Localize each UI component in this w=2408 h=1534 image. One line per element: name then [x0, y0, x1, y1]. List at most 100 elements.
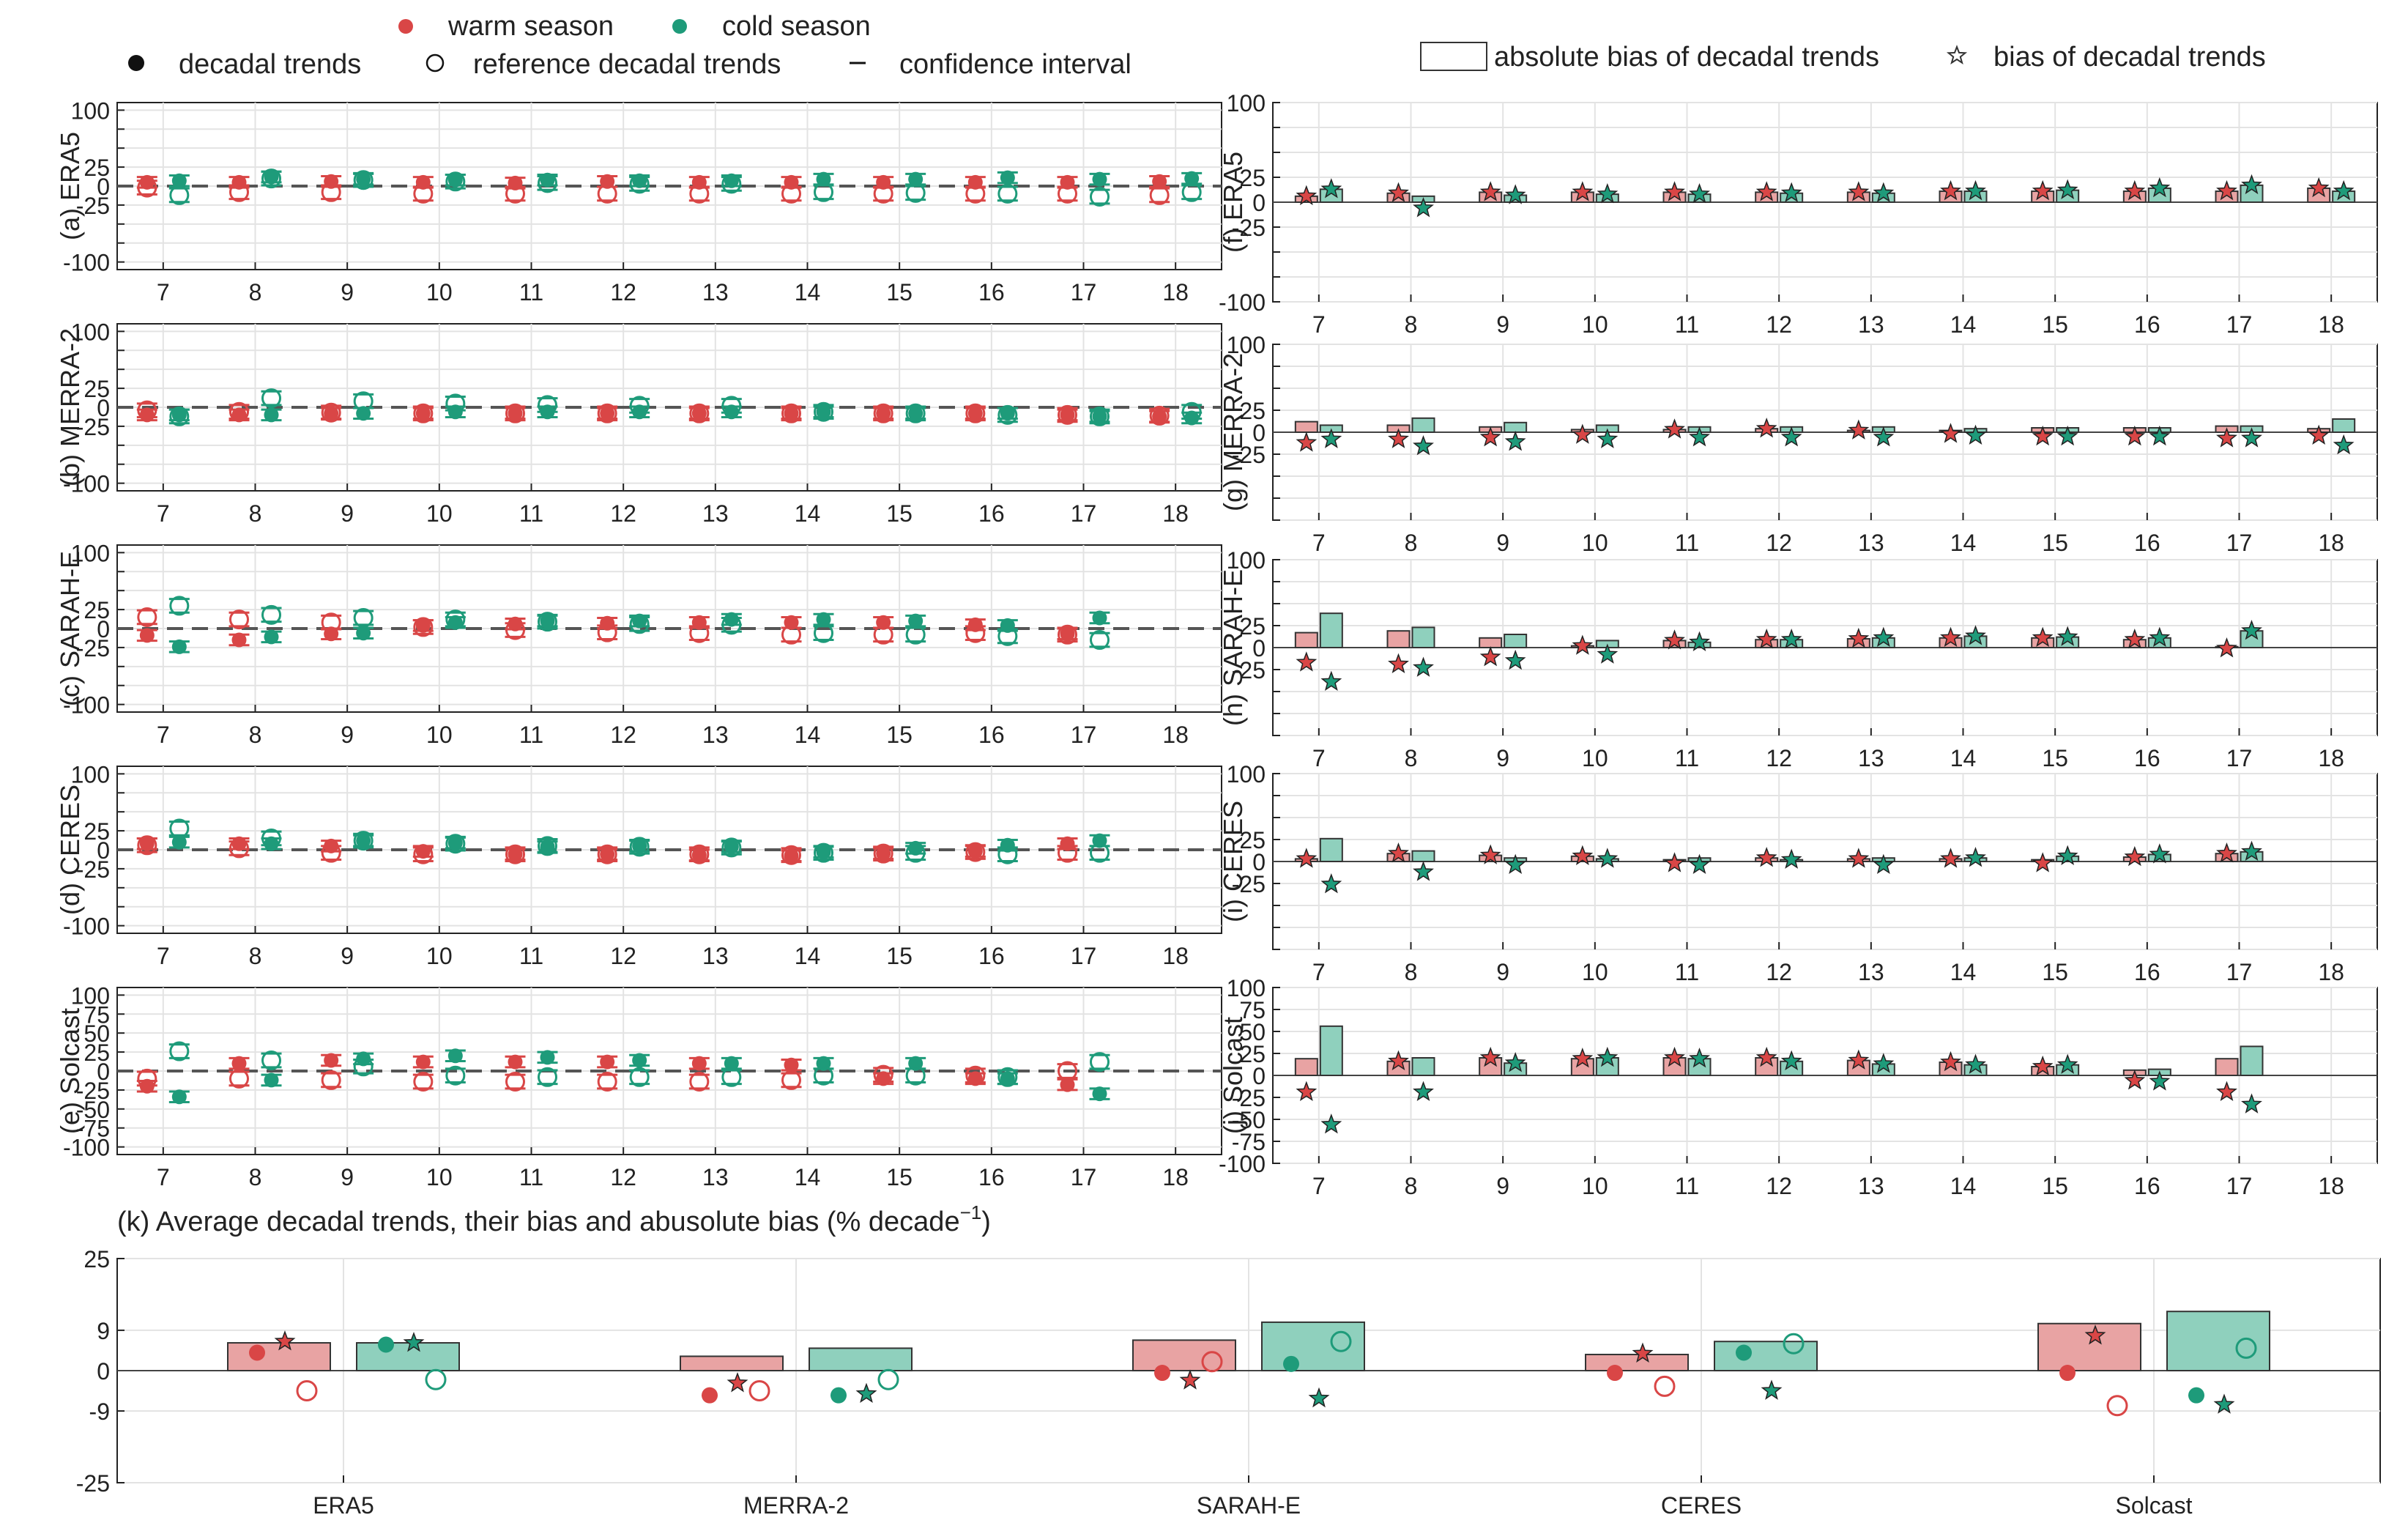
star-bias: [1388, 428, 1409, 448]
point-reference: [905, 842, 926, 863]
x-tick-label: 9: [341, 279, 354, 305]
point-trend: [356, 626, 371, 641]
bar-abs-bias: [1411, 417, 1435, 433]
point-reference: [505, 620, 525, 640]
point-trend: [967, 844, 983, 859]
star-bias: [2032, 852, 2054, 872]
star-bias: [1597, 1046, 1619, 1067]
bar-abs-bias: [1319, 837, 1343, 863]
point-trend: [724, 612, 739, 627]
point-reference: [445, 609, 466, 630]
x-tick-label: 13: [1858, 1173, 1884, 1199]
y-tick-label: 0: [1252, 635, 1266, 662]
star-bias: [2149, 626, 2171, 648]
bar-abs-bias: [1411, 1057, 1435, 1076]
bar-abs-bias: [1319, 612, 1343, 649]
point-trend: [908, 613, 924, 629]
point-reference: [597, 1072, 617, 1092]
point-trend: [632, 838, 647, 853]
point-reference: [965, 403, 986, 423]
point-reference: [229, 182, 249, 202]
point-trend: [324, 174, 339, 189]
y-tick-label: -75: [1232, 1129, 1266, 1155]
star-bias: [2032, 425, 2054, 446]
x-tick-label: 15: [886, 279, 913, 305]
star-bias: [1848, 627, 1870, 648]
star-bias: [2149, 843, 2171, 864]
x-tick-label: Solcast: [2116, 1492, 2193, 1519]
y-tick-label: 0: [97, 395, 110, 421]
x-tick-label: 13: [1858, 959, 1884, 985]
x-tick-label: 13: [702, 722, 729, 748]
x-tick-label: 10: [426, 500, 453, 527]
star-bias: [1965, 179, 1986, 201]
x-tick-label: 10: [426, 943, 453, 969]
x-tick-label: 13: [1858, 745, 1884, 771]
point-trend: [908, 406, 924, 421]
point-reference: [997, 844, 1018, 864]
panel-k-title: (k) Average decadal trends, their bias a…: [117, 1201, 991, 1237]
point-reference: [538, 836, 557, 856]
star-bias: [1940, 626, 1961, 648]
x-tick-label: 14: [1950, 959, 1977, 985]
y-tick-label: 100: [1227, 761, 1266, 788]
point-reference: [321, 842, 341, 863]
point-reference: [261, 1050, 281, 1070]
point-reference: [814, 623, 833, 643]
point-reference: [413, 183, 434, 204]
point-reference: [229, 838, 249, 859]
star-bias: [1873, 1053, 1895, 1073]
x-tick-label: 10: [1582, 311, 1608, 338]
x-tick-label: 16: [978, 1164, 1005, 1190]
star-bias: [1689, 426, 1710, 447]
star-bias: [1413, 197, 1434, 218]
legend-abs-label: absolute bias of decadal trends: [1494, 42, 1879, 73]
star-bias: [1479, 646, 1501, 667]
y-tick-label: 25: [83, 155, 110, 181]
x-tick-label: 7: [157, 943, 170, 969]
point-reference: [445, 834, 466, 854]
point-trend: [600, 1054, 615, 1070]
bar-abs-bias: [809, 1347, 913, 1372]
star-bias: [1320, 1114, 1342, 1134]
star-bias: [1504, 431, 1526, 451]
y-tick-label: 100: [1227, 90, 1266, 116]
x-tick-label: 13: [702, 1164, 729, 1190]
x-tick-label: 8: [249, 500, 262, 527]
point-trend: [139, 836, 155, 851]
x-tick-label: 7: [157, 279, 170, 305]
y-tick-label: 100: [71, 97, 110, 124]
point-reference: [629, 614, 650, 634]
x-tick-label: 15: [2042, 745, 2068, 771]
legend-cold-marker: [672, 19, 687, 34]
x-tick-label: 18: [1162, 279, 1189, 305]
x-tick-label: 11: [1675, 311, 1699, 338]
y-tick-label: 0: [1252, 420, 1266, 446]
star-bias: [2216, 637, 2237, 658]
x-tick-label: 14: [1950, 1173, 1977, 1199]
bar-abs-bias: [1504, 421, 1528, 433]
y-tick-label: 0: [1252, 1063, 1266, 1089]
point-trend: [816, 404, 831, 420]
star-bias: [1504, 649, 1526, 670]
x-tick-label: 9: [1496, 959, 1509, 985]
x-tick-label: 15: [886, 943, 913, 969]
point-trend: [1184, 171, 1200, 186]
x-tick-label: 12: [1766, 311, 1792, 338]
point-trend: [816, 612, 831, 627]
y-tick-label: 50: [83, 1020, 110, 1047]
point-reference: [1090, 1052, 1110, 1072]
x-tick-label: 14: [1950, 530, 1977, 556]
star-bias: [1755, 1046, 1777, 1067]
point-reference: [689, 1072, 710, 1092]
point-trend: [632, 1053, 647, 1068]
star-bias: [1296, 651, 1318, 672]
x-tick-label: 9: [341, 943, 354, 969]
point-reference: [689, 403, 710, 423]
y-tick-label: 0: [97, 1059, 110, 1085]
point-avg-trend: [2059, 1365, 2076, 1382]
point-reference: [781, 1070, 801, 1090]
y-tick-label: -100: [63, 471, 110, 497]
point-reference: [1090, 187, 1110, 207]
